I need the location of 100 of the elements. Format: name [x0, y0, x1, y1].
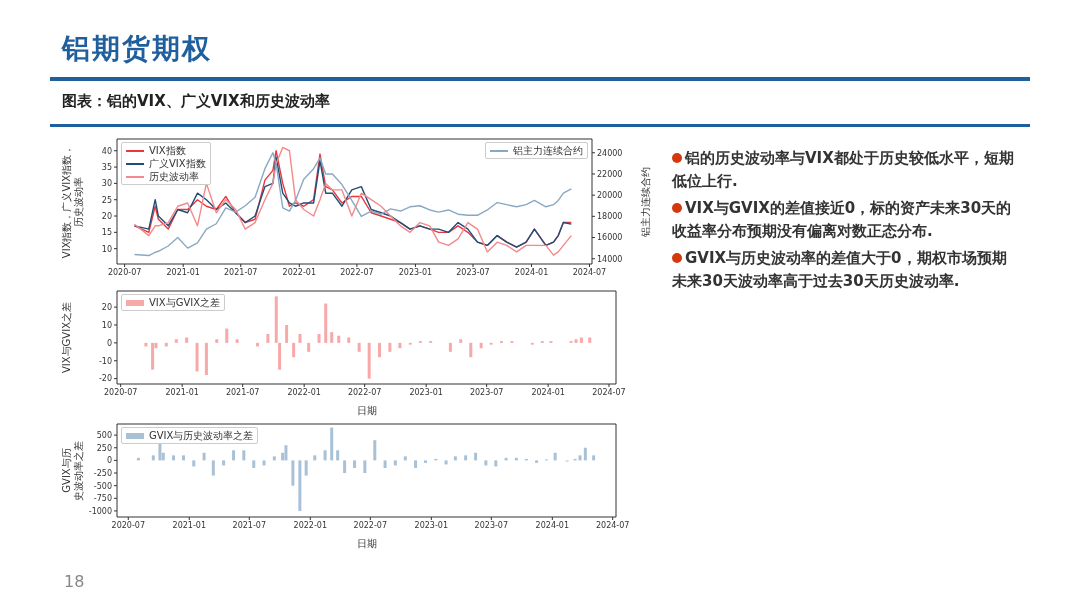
bar [252, 460, 256, 468]
bar [378, 342, 382, 358]
y-tick-label: -1000 [88, 506, 112, 516]
bar [304, 460, 308, 476]
bar [578, 455, 582, 461]
bar [464, 455, 468, 461]
text: VIX与GVIX的差值接近0，标的资产未来30天的收益率分布预期没有偏离对数正态分布. [672, 199, 1012, 240]
y-tick-label: 20 [101, 302, 112, 312]
bar [453, 456, 457, 461]
y-tick-label: -750 [93, 494, 112, 504]
x-axis-title: 日期 [356, 538, 377, 549]
x-tick-label: 2021-07 [232, 520, 267, 530]
bar [274, 296, 278, 343]
x-axis-title: 日期 [356, 405, 377, 416]
bar [242, 450, 246, 461]
bar [579, 337, 583, 343]
bar [285, 324, 289, 343]
y-tick-label: 30 [101, 179, 112, 189]
chart-title: 图表：铝的VIX、广义VIX和历史波动率 [62, 92, 330, 111]
x-tick-label: 2020-07 [107, 267, 142, 277]
y-tick-label: 250 [96, 443, 112, 453]
bar [424, 460, 428, 463]
bar [185, 337, 189, 343]
bar [330, 427, 334, 461]
bar [347, 337, 351, 343]
x-tick-label: 2024-07 [572, 267, 607, 277]
bar [222, 460, 226, 466]
y2-tick-label: 18000 [597, 212, 623, 222]
x-tick-label: 2021-07 [225, 387, 260, 397]
bar [225, 328, 229, 343]
bar [204, 342, 208, 376]
y-tick-label: 0 [106, 456, 112, 466]
y2-tick-label: 20000 [597, 190, 623, 200]
legend-label: 历史波动率 [149, 170, 199, 183]
x-tick-label: 2021-01 [165, 387, 199, 397]
bar [174, 339, 178, 343]
legend-label: 广义VIX指数 [149, 157, 206, 170]
x-tick-label: 2022-01 [282, 267, 317, 277]
y-tick-label: 500 [96, 430, 112, 440]
y-tick-label: -20 [98, 374, 112, 384]
bar [474, 452, 478, 461]
bar [459, 339, 463, 343]
bar [278, 342, 282, 370]
bar [298, 460, 302, 511]
bar [232, 450, 236, 461]
bar [158, 442, 162, 461]
bar [388, 342, 392, 352]
x-tick-label: 2023-07 [456, 267, 490, 277]
bar [262, 460, 266, 466]
x-tick-label: 2022-07 [340, 267, 374, 277]
x-tick-label: 2021-01 [172, 520, 206, 530]
bar [336, 450, 340, 461]
legend-label: VIX指数 [149, 144, 186, 157]
bar [313, 455, 317, 461]
legend-label: VIX与GVIX之差 [149, 296, 221, 309]
bar [353, 460, 357, 468]
legend-label: 铝主力连续合约 [513, 144, 583, 157]
x-tick-label: 2020-07 [103, 387, 138, 397]
text: 铝期货期权 [62, 31, 212, 67]
bar [479, 342, 483, 349]
bar [588, 337, 592, 343]
bar [211, 460, 215, 476]
y2-tick-label: 16000 [597, 233, 623, 243]
x-tick-label: 2024-01 [535, 520, 570, 530]
bar [414, 460, 418, 468]
x-tick-label: 2023-01 [414, 520, 449, 530]
bar [195, 342, 199, 372]
bar [444, 460, 448, 465]
x-tick-label: 2021-07 [224, 267, 258, 277]
y-tick-label: 40 [101, 146, 112, 156]
y2-tick-label: 14000 [597, 254, 623, 264]
y-tick-label: -250 [93, 468, 112, 478]
y-axis-title: VIX指数，广义VIX指数，历史波动率 [61, 144, 84, 259]
bar [307, 342, 311, 352]
bar [373, 440, 377, 461]
bar [298, 333, 302, 343]
y-axis-title: VIX与GVIX之差 [61, 301, 72, 374]
bar [494, 460, 498, 467]
y-tick-label: 0 [106, 338, 112, 348]
bar [393, 460, 397, 466]
bar [469, 342, 473, 358]
bar [291, 460, 295, 486]
bar [574, 339, 578, 343]
x-tick-label: 2023-07 [469, 387, 504, 397]
bar [383, 460, 387, 468]
bar [215, 339, 219, 343]
bar [151, 342, 155, 370]
bar [172, 455, 176, 461]
y2-tick-label: 24000 [597, 148, 623, 158]
x-tick-label: 2024-01 [514, 267, 549, 277]
bar [292, 342, 296, 358]
bar [324, 303, 328, 343]
x-tick-label: 2021-01 [166, 267, 200, 277]
y-tick-label: 10 [101, 244, 112, 254]
x-tick-label: 2020-07 [111, 520, 145, 530]
bar [284, 445, 288, 461]
legend-label: GVIX与历史波动率之差 [149, 429, 254, 442]
y-tick-label: -500 [93, 481, 112, 491]
y-tick-label: 15 [101, 228, 112, 238]
bar [151, 455, 155, 461]
